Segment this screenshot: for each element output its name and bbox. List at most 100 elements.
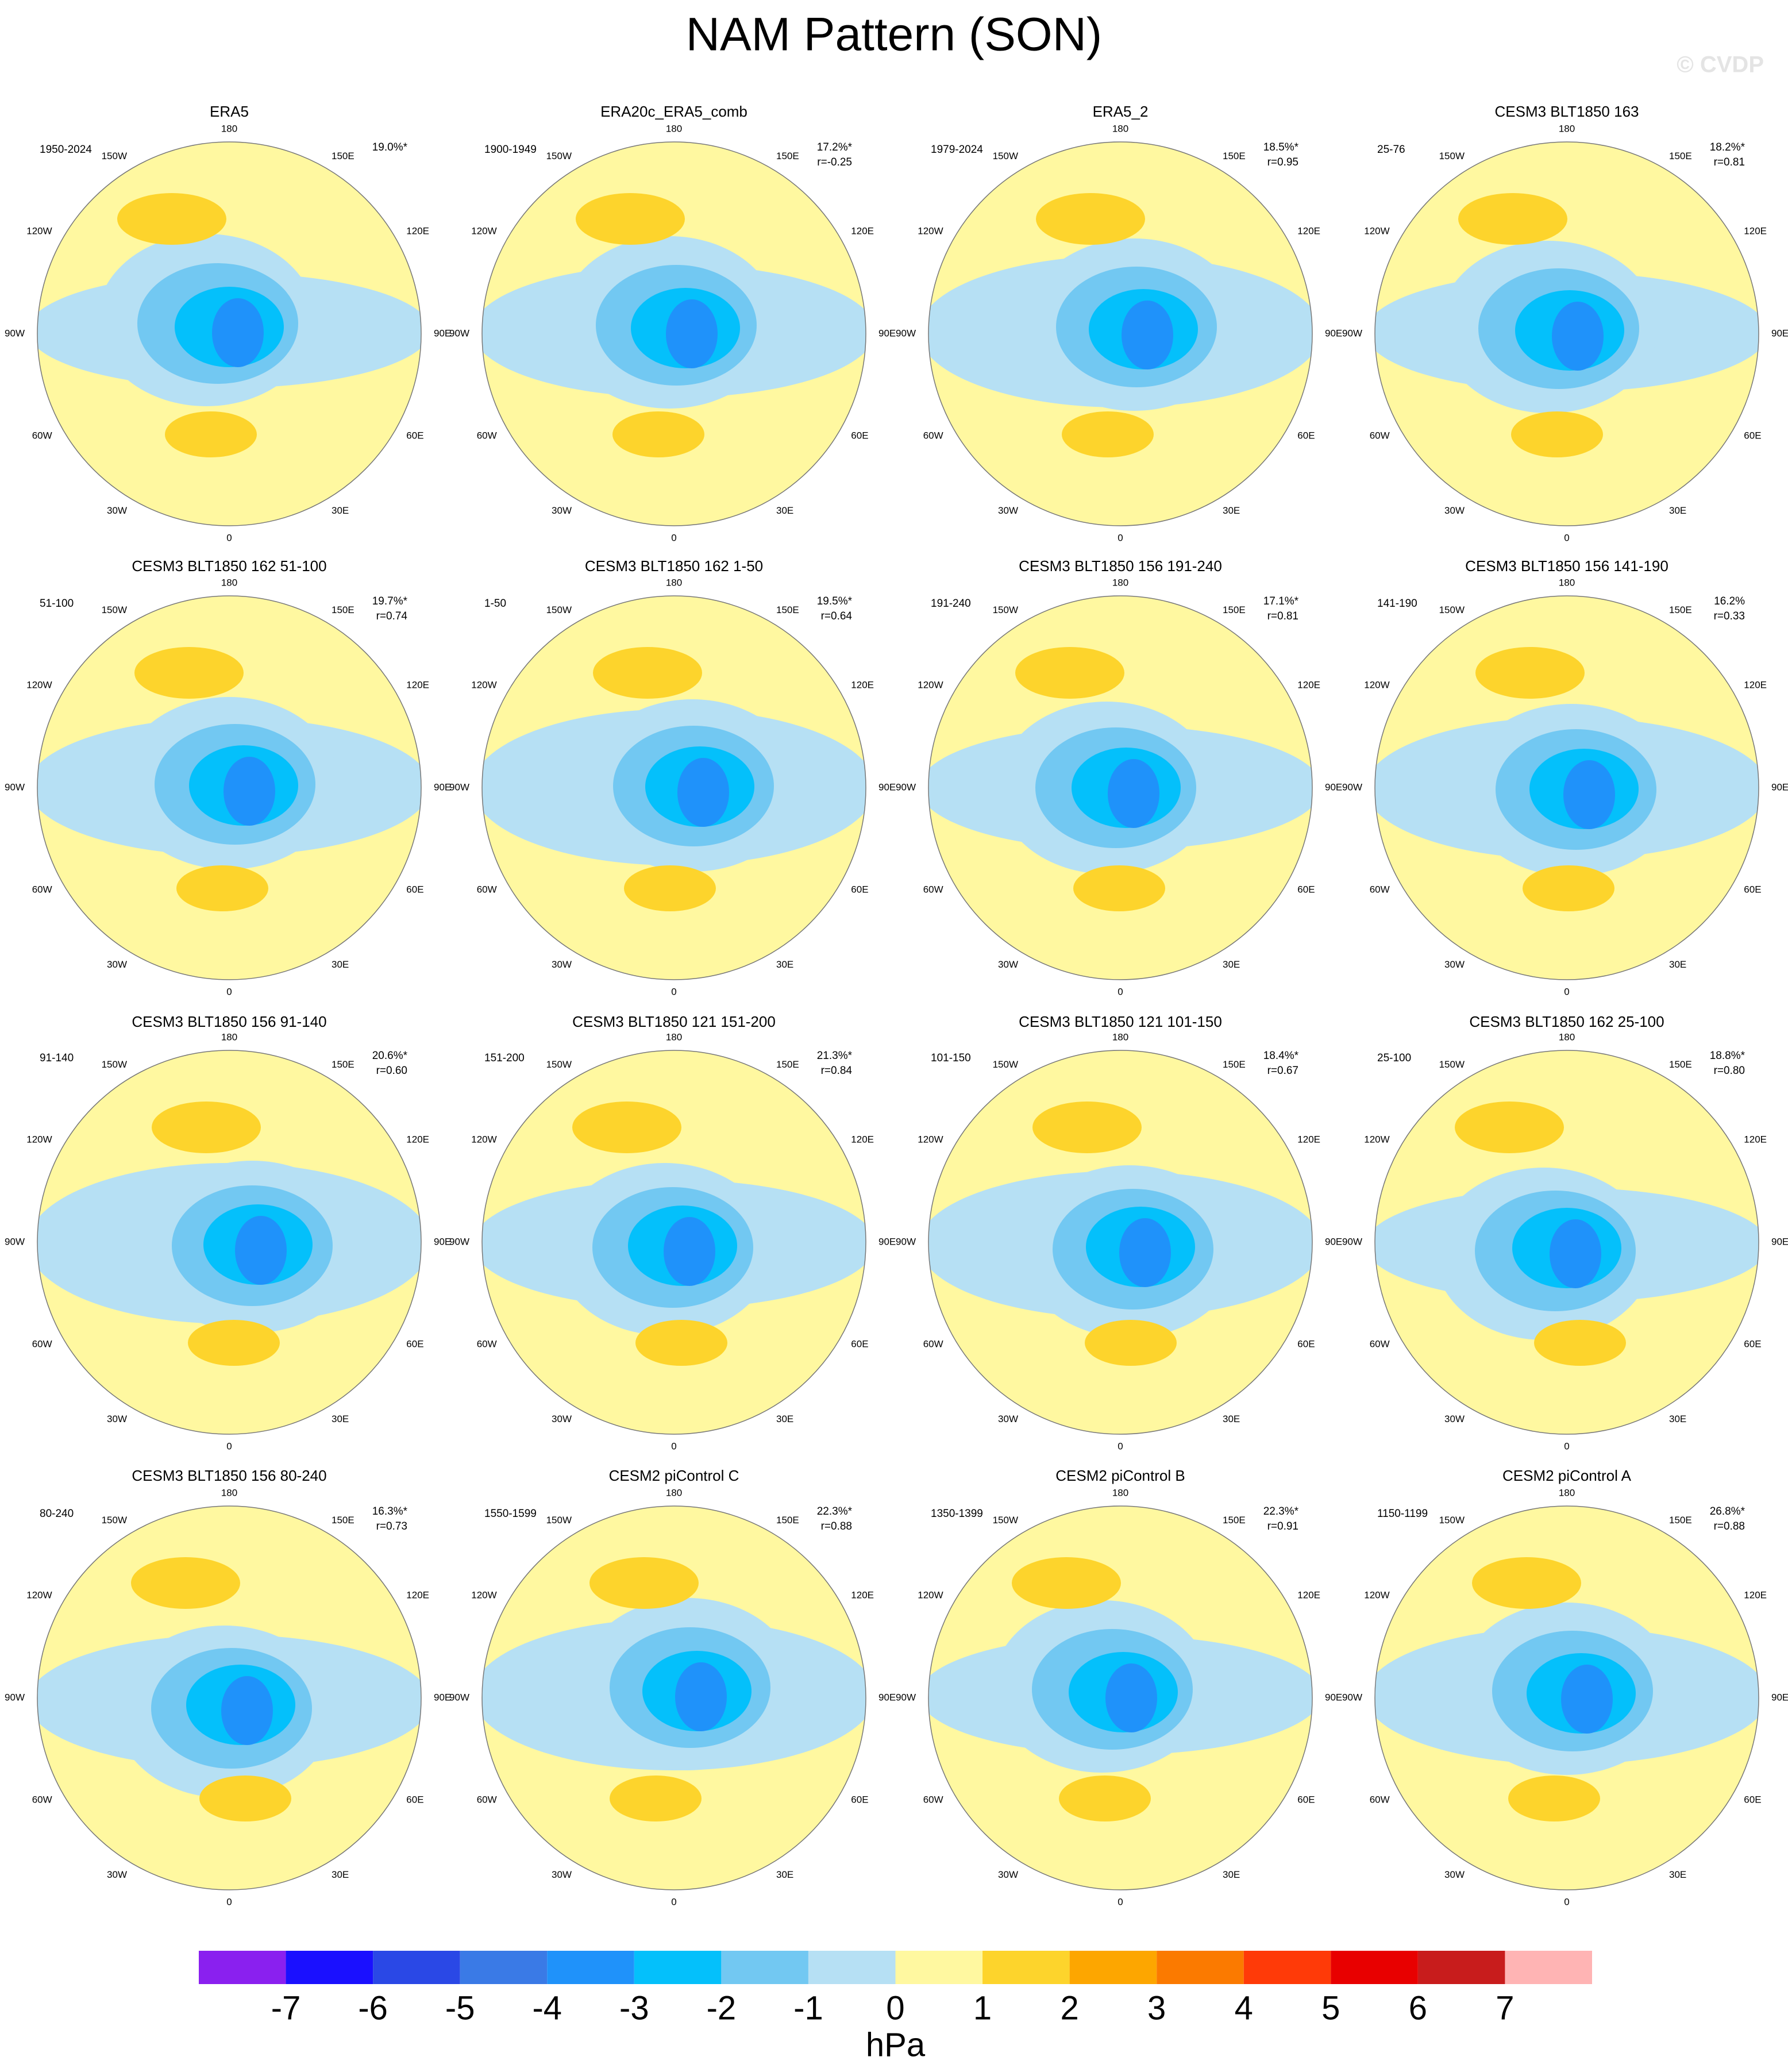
panel-period: 25-100 <box>1377 1052 1411 1064</box>
panel-variance: 18.8%* <box>1710 1050 1745 1062</box>
field-high <box>117 193 226 245</box>
colorbar-label: 1 <box>973 1989 992 2027</box>
longitude-label: 30W <box>1444 959 1465 970</box>
longitude-label: 150E <box>1669 1059 1692 1070</box>
panel-variance: 18.5%* <box>1263 141 1299 153</box>
longitude-label: 150E <box>776 604 799 615</box>
longitude-label: 90W <box>5 328 25 338</box>
longitude-label: 120W <box>471 679 496 690</box>
longitude-label: 90E <box>878 328 896 338</box>
longitude-label: 120E <box>851 225 874 236</box>
field-low <box>1550 1219 1601 1288</box>
map-border <box>928 595 1313 980</box>
longitude-label: 30W <box>552 1869 572 1880</box>
panel-variance: 26.8%* <box>1710 1505 1745 1518</box>
longitude-label: 180 <box>221 577 237 588</box>
colorbar-box <box>1157 1951 1244 1984</box>
longitude-label: 120E <box>851 1134 874 1145</box>
colorbar-box <box>808 1951 896 1984</box>
map <box>1375 596 1759 980</box>
longitude-label: 0 <box>1564 532 1569 543</box>
longitude-label: 120E <box>1744 1134 1767 1145</box>
longitude-label: 30E <box>332 959 349 970</box>
panel-correlation: r=0.91 <box>1267 1520 1298 1532</box>
longitude-label: 180 <box>1112 1487 1128 1498</box>
longitude-label: 120W <box>918 679 943 690</box>
longitude-label: 150E <box>776 151 799 161</box>
colorbar-label: -1 <box>793 1989 823 2027</box>
colorbar-box <box>721 1951 808 1984</box>
longitude-label: 30W <box>998 959 1018 970</box>
map-border <box>481 141 866 526</box>
colorbar-label: -5 <box>445 1989 475 2027</box>
map-border <box>37 1505 422 1890</box>
panel-variance: 22.3%* <box>1263 1505 1299 1518</box>
field-high <box>131 1557 240 1609</box>
longitude-label: 30E <box>332 505 349 516</box>
longitude-label: 90W <box>1342 328 1362 338</box>
longitude-label: 60E <box>1744 884 1761 895</box>
field-high <box>1012 1557 1121 1609</box>
longitude-label: 30W <box>998 1414 1018 1424</box>
panel-variance: 17.2%* <box>817 141 853 153</box>
field-high <box>134 647 244 699</box>
panel-correlation: r=0.81 <box>1714 156 1745 168</box>
panel-period: 51-100 <box>40 598 74 610</box>
panel-variance: 19.0%* <box>372 141 408 153</box>
panel-title: CESM3 BLT1850 163 <box>1495 103 1639 120</box>
field-low <box>212 298 264 367</box>
longitude-label: 90W <box>449 781 469 792</box>
field-high <box>610 1776 702 1821</box>
longitude-label: 120W <box>471 1134 496 1145</box>
longitude-label: 120W <box>1364 679 1389 690</box>
longitude-label: 0 <box>1564 1896 1569 1907</box>
panel-title: CESM3 BLT1850 162 51-100 <box>132 557 326 575</box>
longitude-label: 60E <box>851 430 868 441</box>
longitude-label: 120W <box>1364 1589 1389 1600</box>
map <box>37 596 421 980</box>
colorbar-label: 0 <box>886 1989 904 2027</box>
map-border <box>928 1505 1313 1890</box>
longitude-label: 150E <box>332 1059 354 1070</box>
field-low <box>675 1662 727 1731</box>
longitude-label: 90E <box>878 1692 896 1703</box>
colorbar-box <box>1243 1951 1331 1984</box>
field-high <box>1085 1320 1177 1366</box>
field-high <box>188 1320 280 1366</box>
field-high <box>1523 865 1614 911</box>
longitude-label: 90W <box>1342 1692 1362 1703</box>
longitude-label: 90W <box>1342 781 1362 792</box>
longitude-label: 180 <box>221 123 237 134</box>
longitude-label: 150W <box>993 604 1018 615</box>
longitude-label: 120E <box>406 1589 429 1600</box>
field-low <box>666 299 718 368</box>
colorbar-box <box>286 1951 373 1984</box>
field-high <box>1036 193 1145 245</box>
longitude-label: 90W <box>5 1236 25 1247</box>
panel-correlation: r=0.67 <box>1267 1065 1298 1077</box>
longitude-label: 0 <box>226 532 232 543</box>
colorbar-box <box>460 1951 548 1984</box>
longitude-label: 60E <box>406 1794 423 1805</box>
map <box>37 142 421 526</box>
colorbar-box <box>373 1951 460 1984</box>
longitude-label: 30E <box>332 1869 349 1880</box>
longitude-label: 60W <box>923 430 943 441</box>
longitude-label: 150E <box>1223 151 1246 161</box>
map-border <box>37 1050 422 1435</box>
longitude-label: 120W <box>918 1589 943 1600</box>
longitude-label: 60E <box>1744 1794 1761 1805</box>
panel-title: CESM2 piControl C <box>609 1467 739 1484</box>
longitude-label: 30E <box>1669 1414 1686 1424</box>
longitude-label: 60W <box>477 430 497 441</box>
longitude-label: 60W <box>923 884 943 895</box>
panel-variance: 21.3%* <box>817 1050 853 1062</box>
colorbar-box <box>1417 1951 1505 1984</box>
panel-period: 141-190 <box>1377 598 1417 610</box>
field-high <box>593 647 702 699</box>
map <box>1375 142 1759 526</box>
colorbar-box <box>1069 1951 1157 1984</box>
longitude-label: 30W <box>1444 1414 1465 1424</box>
longitude-label: 120W <box>26 1589 52 1600</box>
longitude-label: 30W <box>552 959 572 970</box>
